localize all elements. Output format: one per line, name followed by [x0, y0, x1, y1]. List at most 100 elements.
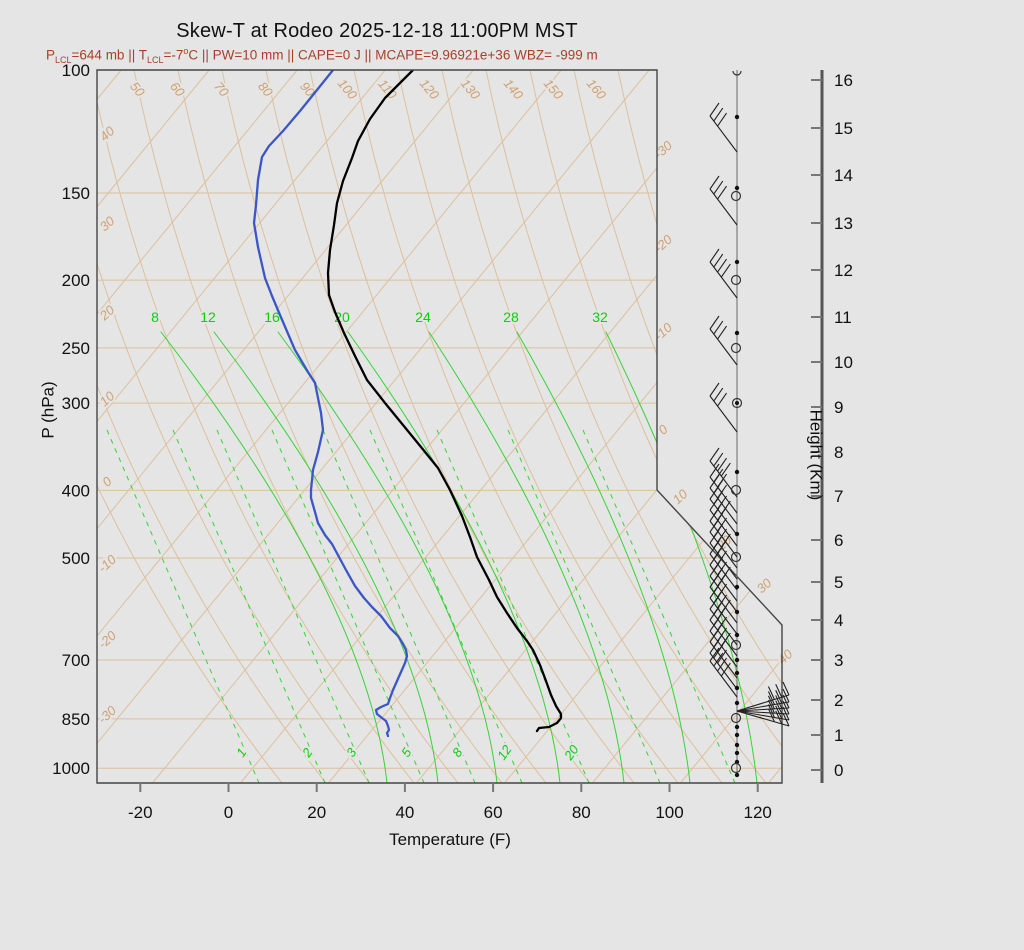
barb-segment	[709, 630, 738, 668]
dry-adiabat-line	[97, 70, 371, 783]
moist-adiabat-label: 28	[503, 309, 519, 325]
barb-segment	[736, 701, 790, 712]
barb-segment	[717, 325, 728, 340]
dry-adiabat-label-f: 90	[297, 79, 318, 100]
barb-segment	[709, 328, 738, 366]
barb-segment	[717, 392, 728, 407]
moist-adiabat-line	[428, 331, 625, 783]
dry-adiabat-label-f: 70	[211, 79, 232, 100]
barb-segment	[767, 695, 775, 710]
moist-adiabat-label: 24	[415, 309, 431, 325]
barb-segment	[709, 606, 720, 621]
station-dot	[734, 657, 740, 663]
barb-segment	[713, 253, 724, 268]
barb-segment	[775, 710, 783, 725]
barb-segment	[709, 447, 720, 462]
station-dot	[734, 114, 740, 120]
isotherm-line	[328, 70, 782, 783]
top-arc-marker	[732, 70, 742, 76]
pressure-tick-label: 700	[62, 651, 90, 670]
barb-segment	[709, 628, 720, 643]
barb-segment	[709, 382, 720, 397]
wind-barb	[709, 639, 738, 690]
station-circle	[730, 274, 742, 286]
station-dot	[734, 670, 740, 676]
dry-adiabat-line	[485, 70, 782, 783]
height-tick-label: 3	[834, 651, 843, 670]
mixing-ratio-line	[507, 429, 661, 783]
barb-segment	[709, 485, 720, 500]
dry-adiabat-line	[133, 70, 459, 783]
station-dot	[734, 750, 740, 756]
barb-segment	[717, 185, 728, 200]
station-circle	[730, 762, 742, 774]
barb-segment	[767, 691, 775, 705]
isotherm-label-left-c: -30	[95, 702, 120, 726]
barb-segment	[775, 684, 783, 698]
barb-segment	[713, 652, 724, 667]
station-ringed-dot-center	[735, 401, 739, 405]
barb-segment	[709, 542, 738, 580]
station-dot	[734, 685, 740, 691]
dry-adiabat-label-f: 120	[417, 76, 443, 103]
isotherm-line	[97, 70, 210, 783]
station-dot	[734, 742, 740, 748]
x-tick-label: 80	[572, 803, 591, 822]
dry-adiabat-line	[529, 70, 782, 783]
dry-adiabat-label-f: 150	[541, 76, 567, 103]
wind-barb	[709, 248, 738, 299]
dry-adiabat-label-f: 140	[501, 76, 527, 103]
station-circle	[730, 551, 742, 563]
dry-adiabat-line	[97, 70, 415, 783]
barb-segment	[709, 586, 738, 624]
isotherm-line	[416, 70, 782, 783]
barb-segment	[709, 248, 720, 263]
height-tick-label: 4	[834, 611, 843, 630]
x-axis-title: Temperature (F)	[389, 830, 511, 849]
barb-segment	[713, 107, 724, 122]
station-dot	[734, 700, 740, 706]
x-tick-label: 60	[484, 803, 503, 822]
station-dot	[734, 609, 740, 615]
pressure-tick-label: 100	[62, 61, 90, 80]
chart-title: Skew-T at Rodeo 2025-12-18 11:00PM MST	[176, 20, 578, 42]
barb-segment	[736, 694, 790, 712]
dry-adiabat-line	[705, 70, 782, 783]
station-dot	[734, 632, 740, 638]
moist-adiabat-line	[160, 331, 388, 783]
isotherm-line	[680, 70, 782, 783]
dry-adiabat-line	[617, 70, 782, 783]
barb-segment	[709, 647, 720, 662]
barb-segment	[736, 710, 790, 727]
barb-segment	[782, 681, 790, 696]
x-tick-label: 40	[395, 803, 414, 822]
isotherm-label-right-c: -20	[651, 231, 676, 255]
mixing-ratio-line	[216, 429, 370, 783]
barb-segment	[782, 700, 790, 715]
isotherm-label-diagonal-c: 30	[754, 575, 775, 596]
station-dot	[734, 330, 740, 336]
pressure-tick-label: 300	[62, 394, 90, 413]
plot-border	[96, 69, 783, 784]
station-circle	[730, 190, 742, 202]
mixing-ratio-line	[172, 429, 326, 783]
station-circle	[730, 712, 742, 724]
moist-adiabat-label: 16	[264, 309, 280, 325]
barb-segment	[767, 699, 775, 714]
dry-adiabat-label-f: 110	[375, 76, 400, 102]
dry-adiabat-line	[97, 70, 283, 783]
barb-segment	[709, 175, 720, 190]
dry-adiabat-label-f: 60	[167, 79, 188, 100]
barb-segment	[709, 188, 738, 226]
barb-segment	[717, 657, 728, 672]
dry-adiabat-line	[397, 70, 723, 783]
isotherm-line	[945, 70, 1024, 783]
barb-segment	[767, 708, 775, 723]
station-dot	[734, 469, 740, 475]
isotherm-line	[857, 70, 1024, 783]
moist-adiabat-label: 32	[592, 309, 608, 325]
mixing-ratio-line	[106, 429, 260, 783]
station-circle	[730, 639, 742, 651]
barb-segment	[709, 520, 738, 558]
moist-adiabat-line	[605, 331, 758, 783]
